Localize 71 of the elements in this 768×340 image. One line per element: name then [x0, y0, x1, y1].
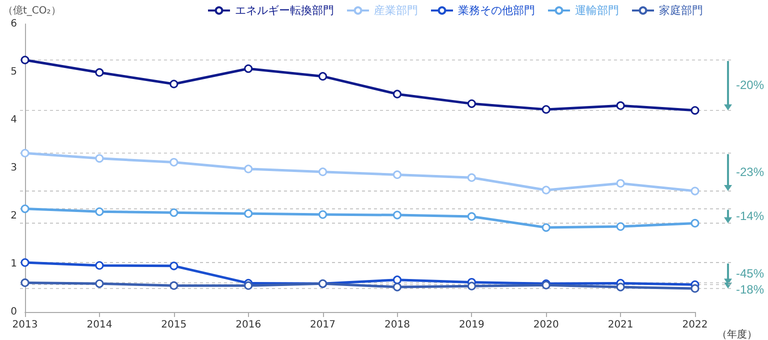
point [95, 279, 104, 288]
point [170, 281, 178, 290]
legend-label: 業務その他部門 [458, 4, 535, 17]
legend-label: エネルギー転換部門 [235, 4, 334, 17]
text: -45% [736, 266, 764, 281]
legend-label: 運輸部門 [575, 4, 619, 17]
point [542, 223, 550, 232]
point [392, 276, 402, 284]
point [690, 186, 700, 196]
point [467, 212, 476, 221]
point [616, 179, 625, 188]
y-tick-label: 0 [10, 306, 17, 318]
y-tick-label: 1 [10, 258, 17, 270]
point [318, 72, 328, 81]
point [20, 56, 30, 64]
point [392, 90, 402, 98]
text: -20% [736, 78, 764, 92]
point [170, 80, 178, 88]
x-tick-label: 2015 [161, 320, 187, 330]
x-tick-label: 2013 [12, 320, 38, 330]
point [690, 284, 700, 293]
point [542, 186, 550, 194]
x-tick-label: 2022 [682, 320, 708, 330]
point [690, 106, 700, 115]
text: -18% [736, 282, 764, 297]
y-tick-label: 5 [10, 66, 17, 78]
y-axis-title: （億t_CO₂） [3, 4, 61, 16]
point [20, 258, 30, 267]
y-tick-label: 2 [10, 210, 17, 222]
x-tick-label: 2020 [533, 320, 559, 330]
point [467, 99, 476, 108]
point [542, 105, 550, 114]
y-tick-label: 6 [10, 18, 17, 30]
point [95, 261, 104, 270]
legend-label: 産業部門 [374, 4, 418, 17]
point [244, 64, 253, 73]
point [392, 210, 402, 220]
x-axis-title: （年度） [717, 328, 757, 340]
point [244, 164, 253, 174]
point [690, 218, 700, 228]
x-tick-label: 2021 [608, 320, 634, 330]
text: -23% [736, 165, 764, 180]
x-tick-label: 2017 [310, 320, 336, 330]
point [244, 281, 253, 290]
point [20, 204, 30, 214]
point [20, 148, 30, 158]
text: -14% [736, 209, 764, 223]
x-tick-label: 2014 [86, 320, 112, 330]
point [318, 168, 328, 176]
x-tick-label: 2016 [236, 320, 262, 330]
y-tick-label: 3 [10, 162, 17, 174]
point [170, 158, 178, 166]
point [467, 282, 476, 290]
point [616, 282, 625, 292]
point [170, 262, 178, 270]
point [392, 282, 402, 292]
point [318, 210, 328, 219]
x-tick-label: 2018 [384, 320, 410, 330]
point [244, 209, 253, 218]
point [20, 278, 30, 287]
point [616, 222, 625, 231]
point [95, 68, 104, 77]
point [392, 170, 402, 179]
point [170, 208, 178, 217]
legend-label: 家庭部門 [659, 4, 703, 17]
y-tick-label: 4 [10, 114, 17, 126]
point [95, 154, 104, 163]
point [95, 207, 104, 216]
x-tick-label: 2019 [458, 320, 484, 330]
point [616, 101, 625, 110]
point [467, 173, 476, 182]
